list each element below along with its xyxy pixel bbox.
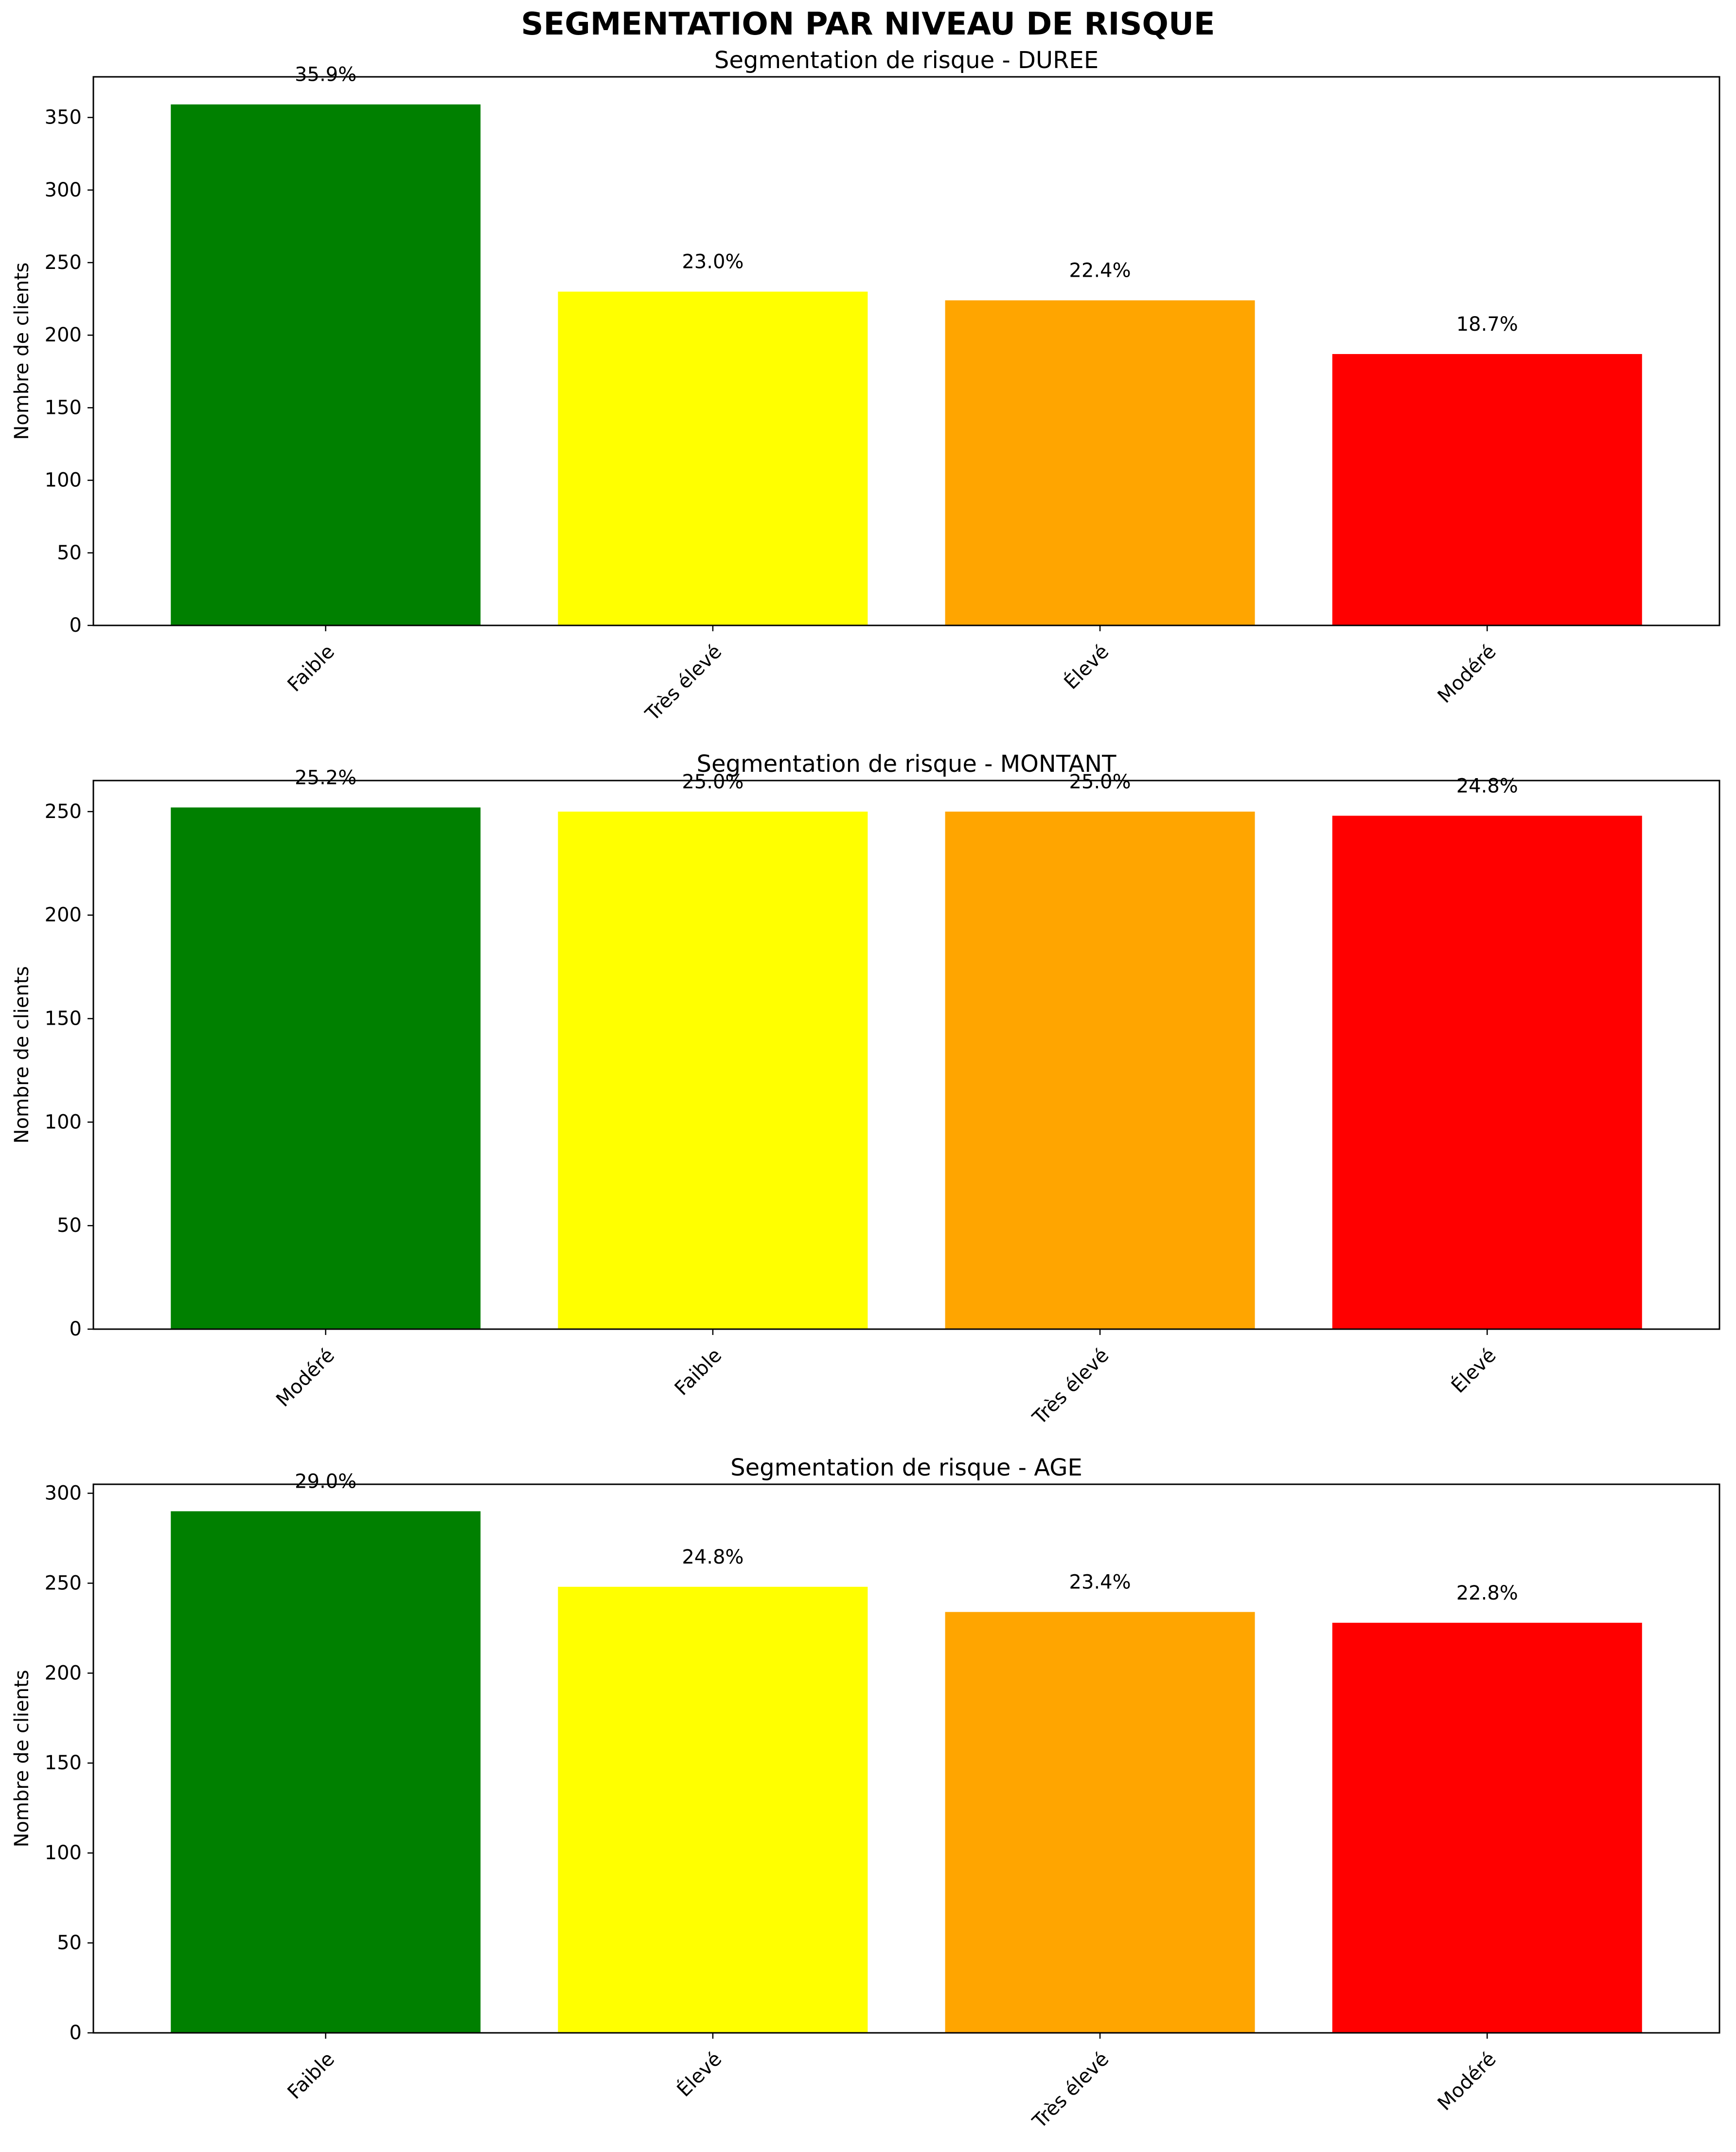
figure-title: SEGMENTATION PAR NIVEAU DE RISQUE [521, 6, 1215, 42]
y-tick-label: 150 [45, 1752, 82, 1774]
chart-panel-3: 0 50 100 150 200 250 300 Faible Élevé Très élevé M… [11, 1454, 1720, 2133]
data-label: 29.0% [295, 1470, 356, 1493]
y-axis-label: Nombre de clients [11, 1670, 33, 1847]
data-label: 23.0% [682, 251, 744, 273]
y-axis-label: Nombre de clients [11, 262, 33, 440]
data-label: 23.4% [1069, 1571, 1131, 1594]
y-tick-label: 200 [45, 1662, 82, 1684]
data-label: 25.2% [295, 766, 356, 789]
bar-3 [945, 811, 1255, 1329]
y-tick-label: 250 [45, 251, 82, 274]
y-axis-label: Nombre de clients [11, 966, 33, 1143]
y-tick-label: 200 [45, 324, 82, 346]
chart-title: Segmentation de risque - AGE [730, 1454, 1082, 1481]
data-label: 25.0% [682, 771, 744, 793]
y-tick-label: 50 [57, 1932, 82, 1954]
y-tick-label: 50 [57, 1214, 82, 1237]
data-label: 22.4% [1069, 260, 1131, 282]
axes-frame [92, 1483, 1720, 2034]
y-tick-label: 0 [70, 2022, 82, 2044]
y-tick-label: 350 [45, 107, 82, 129]
axes-frame [92, 76, 1720, 626]
y-tick-label: 0 [70, 614, 82, 637]
chart-panel-2: 0 50 100 150 200 250 Modéré Faible Très élevé Éle… [11, 750, 1720, 1429]
chart-title: Segmentation de risque - MONTANT [697, 750, 1117, 778]
data-label: 24.8% [1456, 775, 1518, 797]
x-tick-label: Élevé [672, 2047, 726, 2101]
bar-3 [945, 1612, 1255, 2033]
x-tick-label: Élevé [1447, 1343, 1501, 1397]
axes-frame [92, 780, 1720, 1330]
data-label: 18.7% [1456, 313, 1518, 336]
bar-4 [1332, 1622, 1642, 2033]
x-tick-label: Modéré [272, 1344, 339, 1411]
data-label: 25.0% [1069, 771, 1131, 793]
bar-1 [171, 104, 481, 626]
bar-2 [558, 811, 868, 1329]
y-tick-label: 150 [45, 1008, 82, 1030]
bar-1 [171, 807, 481, 1329]
bar-4 [1332, 354, 1642, 625]
data-label: 22.8% [1456, 1582, 1518, 1604]
y-tick-label: 300 [45, 1482, 82, 1504]
y-tick-label: 50 [57, 542, 82, 564]
bar-4 [1332, 816, 1642, 1329]
y-tick-label: 150 [45, 396, 82, 419]
y-tick-label: 250 [45, 1572, 82, 1594]
x-tick-label: Modéré [1434, 640, 1501, 708]
x-tick-label: Modéré [1434, 2048, 1501, 2115]
x-tick-label: Très élevé [1028, 2048, 1113, 2133]
y-tick-label: 0 [70, 1318, 82, 1340]
data-label: 24.8% [682, 1546, 744, 1568]
y-tick-label: 100 [45, 469, 82, 492]
y-tick-label: 200 [45, 904, 82, 926]
bar-2 [558, 291, 868, 625]
x-tick-label: Très élevé [641, 640, 726, 726]
x-tick-label: Très élevé [1028, 1344, 1113, 1429]
bar-2 [558, 1586, 868, 2033]
y-tick-label: 300 [45, 179, 82, 201]
x-tick-label: Faible [671, 1344, 726, 1400]
chart-panel-1: 0 50 100 150 200 250 300 350 Faible Très élevé Éle… [11, 47, 1720, 726]
bar-1 [171, 1511, 481, 2033]
y-tick-label: 100 [45, 1842, 82, 1864]
chart-title: Segmentation de risque - DUREE [714, 47, 1098, 74]
x-tick-label: Faible [283, 2048, 339, 2104]
y-tick-label: 100 [45, 1111, 82, 1133]
y-tick-label: 250 [45, 800, 82, 823]
bar-3 [945, 300, 1255, 625]
data-label: 35.9% [295, 64, 356, 86]
x-tick-label: Faible [283, 640, 339, 696]
x-tick-label: Élevé [1059, 640, 1113, 694]
